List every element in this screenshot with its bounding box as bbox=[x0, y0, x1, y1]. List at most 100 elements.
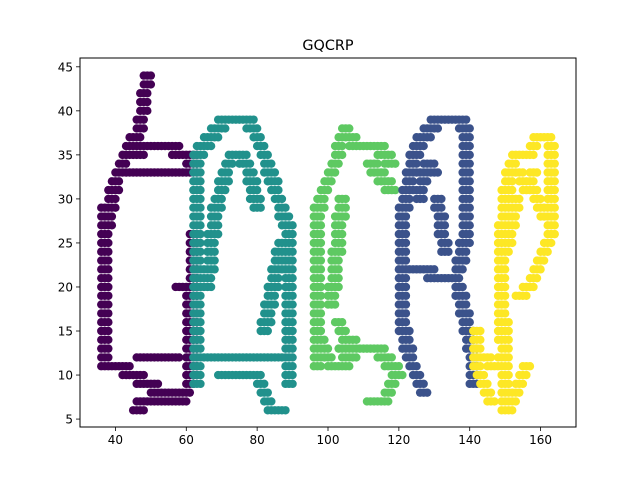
data-point bbox=[426, 133, 435, 142]
data-point bbox=[196, 370, 205, 380]
data-point bbox=[550, 221, 559, 230]
chart-title: GQCRP bbox=[302, 38, 354, 54]
data-point bbox=[316, 362, 326, 371]
data-point bbox=[288, 309, 297, 318]
data-point bbox=[511, 159, 520, 168]
points-layer bbox=[97, 71, 559, 415]
data-point bbox=[316, 300, 326, 309]
data-point bbox=[316, 265, 326, 274]
data-point bbox=[104, 265, 113, 274]
data-point bbox=[277, 247, 287, 256]
data-point bbox=[529, 282, 538, 292]
data-point bbox=[104, 300, 113, 309]
data-point bbox=[444, 273, 453, 283]
data-point bbox=[408, 344, 418, 353]
data-point bbox=[500, 309, 510, 318]
data-point bbox=[550, 229, 559, 239]
data-point bbox=[256, 194, 265, 204]
x-tick-label: 100 bbox=[317, 433, 340, 447]
data-point bbox=[341, 203, 350, 212]
data-point bbox=[217, 203, 226, 212]
data-point bbox=[398, 370, 407, 380]
data-point bbox=[419, 379, 428, 389]
data-point bbox=[114, 185, 124, 195]
data-point bbox=[196, 309, 205, 318]
data-point bbox=[476, 335, 485, 345]
data-point bbox=[500, 273, 510, 283]
data-point bbox=[139, 115, 148, 124]
data-point bbox=[185, 388, 195, 397]
data-point bbox=[401, 238, 411, 248]
data-point bbox=[196, 221, 205, 230]
data-point bbox=[256, 370, 265, 380]
data-point bbox=[461, 247, 471, 256]
data-point bbox=[337, 150, 347, 160]
data-point bbox=[178, 282, 187, 292]
data-point bbox=[252, 124, 262, 133]
data-point bbox=[104, 185, 113, 195]
data-point bbox=[352, 133, 361, 142]
series-1 bbox=[189, 115, 297, 415]
data-point bbox=[104, 247, 113, 256]
data-point bbox=[515, 194, 524, 204]
data-point bbox=[465, 318, 474, 327]
data-point bbox=[465, 309, 474, 318]
data-point bbox=[465, 203, 474, 212]
data-point bbox=[277, 238, 287, 248]
data-point bbox=[539, 212, 549, 221]
data-point bbox=[550, 194, 559, 204]
data-point bbox=[444, 238, 453, 248]
data-point bbox=[206, 282, 216, 292]
data-point bbox=[213, 212, 223, 221]
data-point bbox=[182, 168, 191, 177]
data-point bbox=[213, 133, 223, 142]
data-point bbox=[550, 185, 559, 195]
data-point bbox=[196, 318, 205, 327]
data-point bbox=[518, 379, 528, 389]
data-point bbox=[199, 150, 209, 160]
data-point bbox=[504, 318, 513, 327]
data-point bbox=[252, 185, 262, 195]
data-point bbox=[334, 273, 343, 283]
data-point bbox=[196, 203, 205, 212]
data-point bbox=[330, 300, 340, 309]
data-point bbox=[277, 194, 287, 204]
data-point bbox=[504, 370, 513, 380]
data-point bbox=[419, 141, 428, 151]
data-point bbox=[196, 344, 205, 353]
data-point bbox=[440, 221, 450, 230]
data-point bbox=[104, 309, 113, 318]
data-point bbox=[500, 300, 510, 309]
data-point bbox=[316, 282, 326, 292]
data-point bbox=[532, 168, 542, 177]
data-point bbox=[327, 177, 336, 186]
data-point bbox=[281, 406, 290, 415]
data-point bbox=[104, 353, 113, 362]
data-point bbox=[320, 203, 329, 212]
data-point bbox=[529, 150, 538, 160]
data-point bbox=[405, 335, 414, 345]
data-point bbox=[398, 185, 407, 195]
data-point bbox=[465, 133, 474, 142]
data-point bbox=[196, 177, 205, 186]
data-point bbox=[125, 133, 134, 142]
data-point bbox=[249, 115, 258, 124]
y-tick-label: 10 bbox=[58, 369, 73, 383]
data-point bbox=[288, 229, 297, 239]
data-point bbox=[401, 273, 411, 283]
data-point bbox=[288, 379, 297, 389]
data-point bbox=[401, 247, 411, 256]
data-point bbox=[277, 265, 287, 274]
data-point bbox=[536, 194, 545, 204]
data-point bbox=[401, 168, 411, 177]
data-point bbox=[440, 229, 450, 239]
data-point bbox=[415, 150, 425, 160]
data-point bbox=[543, 247, 552, 256]
data-point bbox=[104, 229, 113, 239]
data-point bbox=[547, 133, 556, 142]
data-point bbox=[532, 141, 542, 151]
data-point bbox=[508, 229, 517, 239]
data-point bbox=[196, 238, 205, 248]
data-point bbox=[97, 203, 106, 212]
data-point bbox=[337, 247, 347, 256]
